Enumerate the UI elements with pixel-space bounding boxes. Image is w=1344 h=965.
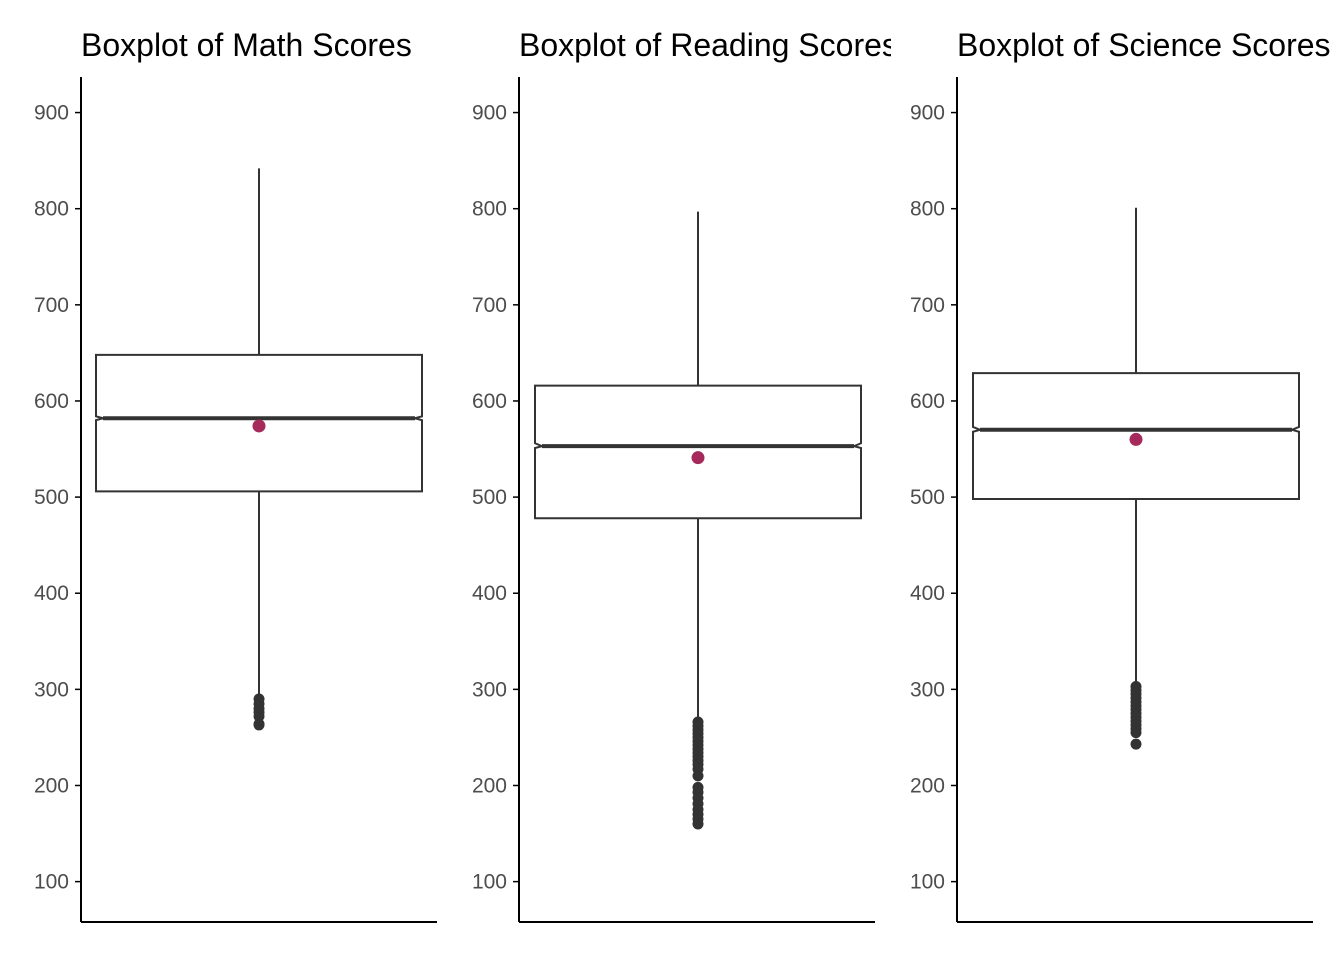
math-box-upper <box>95 353 423 420</box>
science-panel-title: Boxplot of Science Scores <box>957 27 1331 63</box>
science-y-tick-label-500: 500 <box>910 486 945 509</box>
science-mean-point <box>1129 432 1143 446</box>
reading-scores-panel: Boxplot of Reading Scores 100 200 300 400 50… <box>472 27 898 923</box>
reading-y-tick-label-300: 300 <box>472 678 507 701</box>
math-mean-point <box>252 419 266 433</box>
reading-outlier-point <box>692 770 704 782</box>
reading-mean-point <box>691 451 705 465</box>
reading-y-tick-label-800: 800 <box>472 198 507 221</box>
science-y-tick-label-100: 100 <box>910 871 945 894</box>
reading-box-upper <box>534 384 862 448</box>
reading-panel-title: Boxplot of Reading Scores <box>519 27 898 63</box>
science-outlier-point <box>1130 738 1142 750</box>
science-y-tick-label-600: 600 <box>910 390 945 413</box>
science-outlier-point <box>1130 727 1142 739</box>
reading-y-tick-label-500: 500 <box>472 486 507 509</box>
math-y-tick-label-200: 200 <box>34 774 69 797</box>
math-y-tick-label-600: 600 <box>34 390 69 413</box>
math-y-tick-label-800: 800 <box>34 198 69 221</box>
math-y-tick-label-100: 100 <box>34 871 69 894</box>
science-box-upper <box>972 372 1300 431</box>
reading-y-tick-label-700: 700 <box>472 294 507 317</box>
reading-y-tick-label-900: 900 <box>472 102 507 125</box>
reading-y-tick-label-100: 100 <box>472 871 507 894</box>
science-y-tick-label-200: 200 <box>910 774 945 797</box>
math-scores-panel: Boxplot of Math Scores 100 200 300 400 500 60… <box>34 27 437 923</box>
reading-y-tick-label-200: 200 <box>472 774 507 797</box>
science-y-tick-label-800: 800 <box>910 198 945 221</box>
science-y-tick-label-400: 400 <box>910 582 945 605</box>
math-y-tick-label-500: 500 <box>34 486 69 509</box>
math-y-tick-label-300: 300 <box>34 678 69 701</box>
math-y-tick-label-700: 700 <box>34 294 69 317</box>
math-y-tick-label-400: 400 <box>34 582 69 605</box>
science-y-tick-label-300: 300 <box>910 678 945 701</box>
science-y-tick-label-900: 900 <box>910 102 945 125</box>
science-scores-panel: Boxplot of Science Scores 100 200 300 400 50… <box>910 27 1331 923</box>
math-y-tick-label-900: 900 <box>34 102 69 125</box>
math-outlier-point <box>253 710 265 722</box>
reading-y-tick-label-600: 600 <box>472 390 507 413</box>
math-outlier-point <box>253 719 265 731</box>
reading-y-tick-label-400: 400 <box>472 582 507 605</box>
science-y-tick-label-700: 700 <box>910 294 945 317</box>
math-panel-title: Boxplot of Math Scores <box>81 27 412 63</box>
reading-outlier-point <box>692 818 704 830</box>
